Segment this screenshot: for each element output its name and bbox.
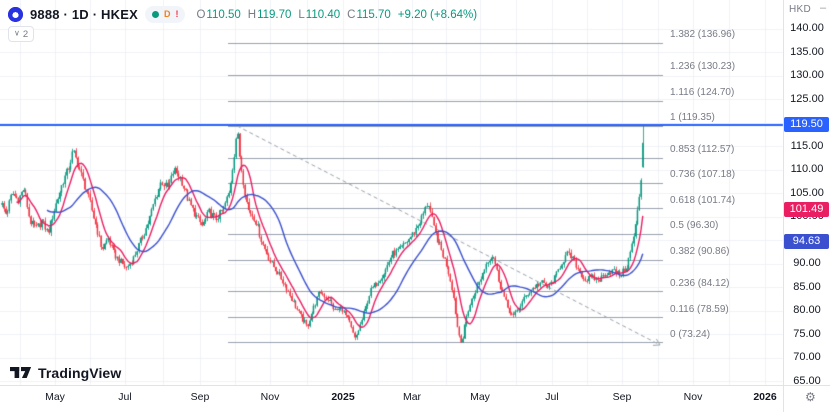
fib-level-label: 0.853 (112.57) xyxy=(670,144,735,156)
price-tick-label: 125.00 xyxy=(790,92,824,105)
symbol-logo-icon[interactable] xyxy=(8,7,23,22)
low-label: L xyxy=(298,8,305,21)
delayed-data-icon: D xyxy=(163,9,171,19)
price-axis-border[interactable] xyxy=(783,0,784,412)
time-axis-border[interactable] xyxy=(0,385,830,386)
price-tick-label: 70.00 xyxy=(793,351,821,364)
price-tag: 119.50 xyxy=(784,117,829,133)
price-tick-label: 115.00 xyxy=(790,139,824,152)
symbol-legend: 9888 · 1D · HKEX D ! O 110.50 H 119.70 L 11… xyxy=(8,6,477,23)
time-tick-label: May xyxy=(470,391,490,403)
fib-level-label: 1 (119.35) xyxy=(670,112,715,124)
fib-level-label: 1.236 (130.23) xyxy=(670,61,736,73)
price-axis-menu-icon[interactable]: – xyxy=(820,2,827,14)
open-label: O xyxy=(196,8,206,21)
price-tick-label: 65.00 xyxy=(793,374,821,387)
price-tag: 94.63 xyxy=(784,234,829,250)
price-tick-label: 105.00 xyxy=(790,186,824,199)
open-value: 110.50 xyxy=(206,8,241,21)
fib-level-label: 0.736 (107.18) xyxy=(670,169,736,181)
price-axis-currency[interactable]: HKD xyxy=(789,4,812,15)
symbol-title[interactable]: 9888 · 1D · HKEX xyxy=(30,7,138,22)
price-tag: 101.49 xyxy=(784,202,829,218)
time-tick-label: Sep xyxy=(190,391,210,403)
tradingview-logo-icon xyxy=(10,367,32,378)
price-tick-label: 90.00 xyxy=(793,257,821,270)
high-value: 119.70 xyxy=(257,8,292,21)
time-tick-label: Nov xyxy=(260,391,280,403)
price-tick-label: 135.00 xyxy=(790,45,824,58)
time-tick-label: 2025 xyxy=(331,391,355,403)
time-tick-label: Sep xyxy=(612,391,632,403)
fib-level-label: 0.618 (101.74) xyxy=(670,194,736,206)
change-value: +9.20 (+8.64%) xyxy=(397,8,478,21)
time-tick-label: May xyxy=(45,391,65,403)
time-tick-label: Jul xyxy=(118,391,132,403)
fib-level-label: 0.236 (84.12) xyxy=(670,277,730,289)
hidden-indicator-count: 2 xyxy=(22,28,29,40)
price-tick-label: 80.00 xyxy=(793,304,821,317)
low-value: 110.40 xyxy=(305,8,341,21)
close-value: 115.70 xyxy=(356,8,391,21)
fib-level-label: 0 (73.24) xyxy=(670,328,711,340)
time-tick-label: Mar xyxy=(402,391,422,403)
fib-level-label: 0.116 (78.59) xyxy=(670,303,729,315)
tradingview-watermark[interactable]: TradingView xyxy=(10,364,121,381)
time-tick-label: 2026 xyxy=(753,391,777,403)
ohlc-readout: O 110.50 H 119.70 L 110.40 C 115.70 +9.20 (+… xyxy=(196,9,477,21)
time-tick-label: Jul xyxy=(545,391,559,403)
chevron-down-icon: ∨ xyxy=(14,28,20,38)
fib-level-label: 1.116 (124.70) xyxy=(670,87,735,98)
price-tick-label: 75.00 xyxy=(793,327,821,340)
price-tick-label: 130.00 xyxy=(790,69,824,82)
fib-level-label: 1.382 (136.96) xyxy=(670,29,736,41)
fib-level-label: 0.382 (90.86) xyxy=(670,246,730,258)
settings-gear-icon[interactable]: ⚙ xyxy=(805,390,816,404)
fib-level-label: 0.5 (96.30) xyxy=(670,220,719,232)
time-tick-label: Nov xyxy=(683,391,703,403)
close-label: C xyxy=(347,8,356,21)
market-open-dot-icon xyxy=(151,11,159,18)
price-tick-label: 140.00 xyxy=(790,22,824,35)
high-label: H xyxy=(247,8,257,21)
price-tick-label: 85.00 xyxy=(793,280,821,293)
legend-collapse-button[interactable]: ∨ 2 xyxy=(8,26,35,42)
price-tick-label: 110.00 xyxy=(790,163,824,176)
alert-exclamation-icon: ! xyxy=(175,9,179,19)
status-badges[interactable]: D ! xyxy=(144,6,186,23)
tradingview-brand-text: TradingView xyxy=(38,364,122,381)
